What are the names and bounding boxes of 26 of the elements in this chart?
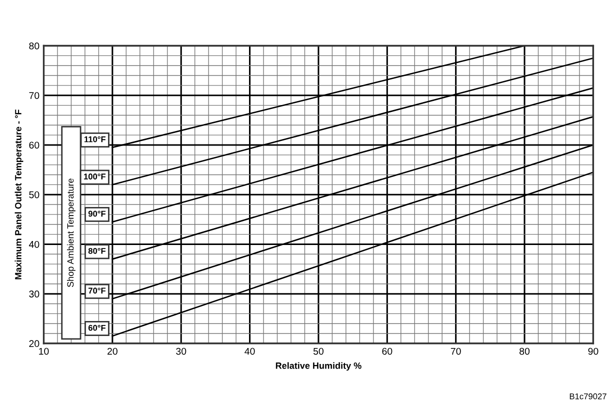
series-label: 80°F xyxy=(88,248,106,254)
y-axis-title: Maximum Panel Outlet Temperature - °F xyxy=(14,110,24,280)
series-label: 90°F xyxy=(88,210,106,217)
x-tick-label: 90 xyxy=(588,348,598,355)
x-tick-label: 40 xyxy=(244,348,255,355)
x-tick-label: 60 xyxy=(382,348,392,355)
x-tick-label: 30 xyxy=(176,348,186,355)
y-tick-label: 60 xyxy=(29,142,40,149)
series-label: 110°F xyxy=(84,136,106,142)
x-tick-label: 20 xyxy=(108,348,118,355)
legend-title: Shop Ambient Temperature xyxy=(67,178,76,288)
y-tick-label: 30 xyxy=(29,290,40,298)
y-tick-label: 70 xyxy=(29,92,40,99)
y-tick-label: 50 xyxy=(29,191,40,198)
x-tick-label: 10 xyxy=(39,348,49,355)
x-tick-label: 70 xyxy=(450,348,461,355)
y-tick-label: 20 xyxy=(29,340,40,348)
series-label: 70°F xyxy=(88,288,106,294)
y-tick-label: 40 xyxy=(28,240,40,248)
series-label: 60°F xyxy=(88,324,106,331)
text: B1c79027 xyxy=(570,393,606,400)
x-tick-label: 80 xyxy=(520,348,530,355)
y-tick-label: 80 xyxy=(29,42,40,50)
x-axis-title: Relative Humidity % xyxy=(276,362,362,371)
series-label: 100°F xyxy=(84,174,106,180)
x-tick-label: 50 xyxy=(313,348,324,355)
